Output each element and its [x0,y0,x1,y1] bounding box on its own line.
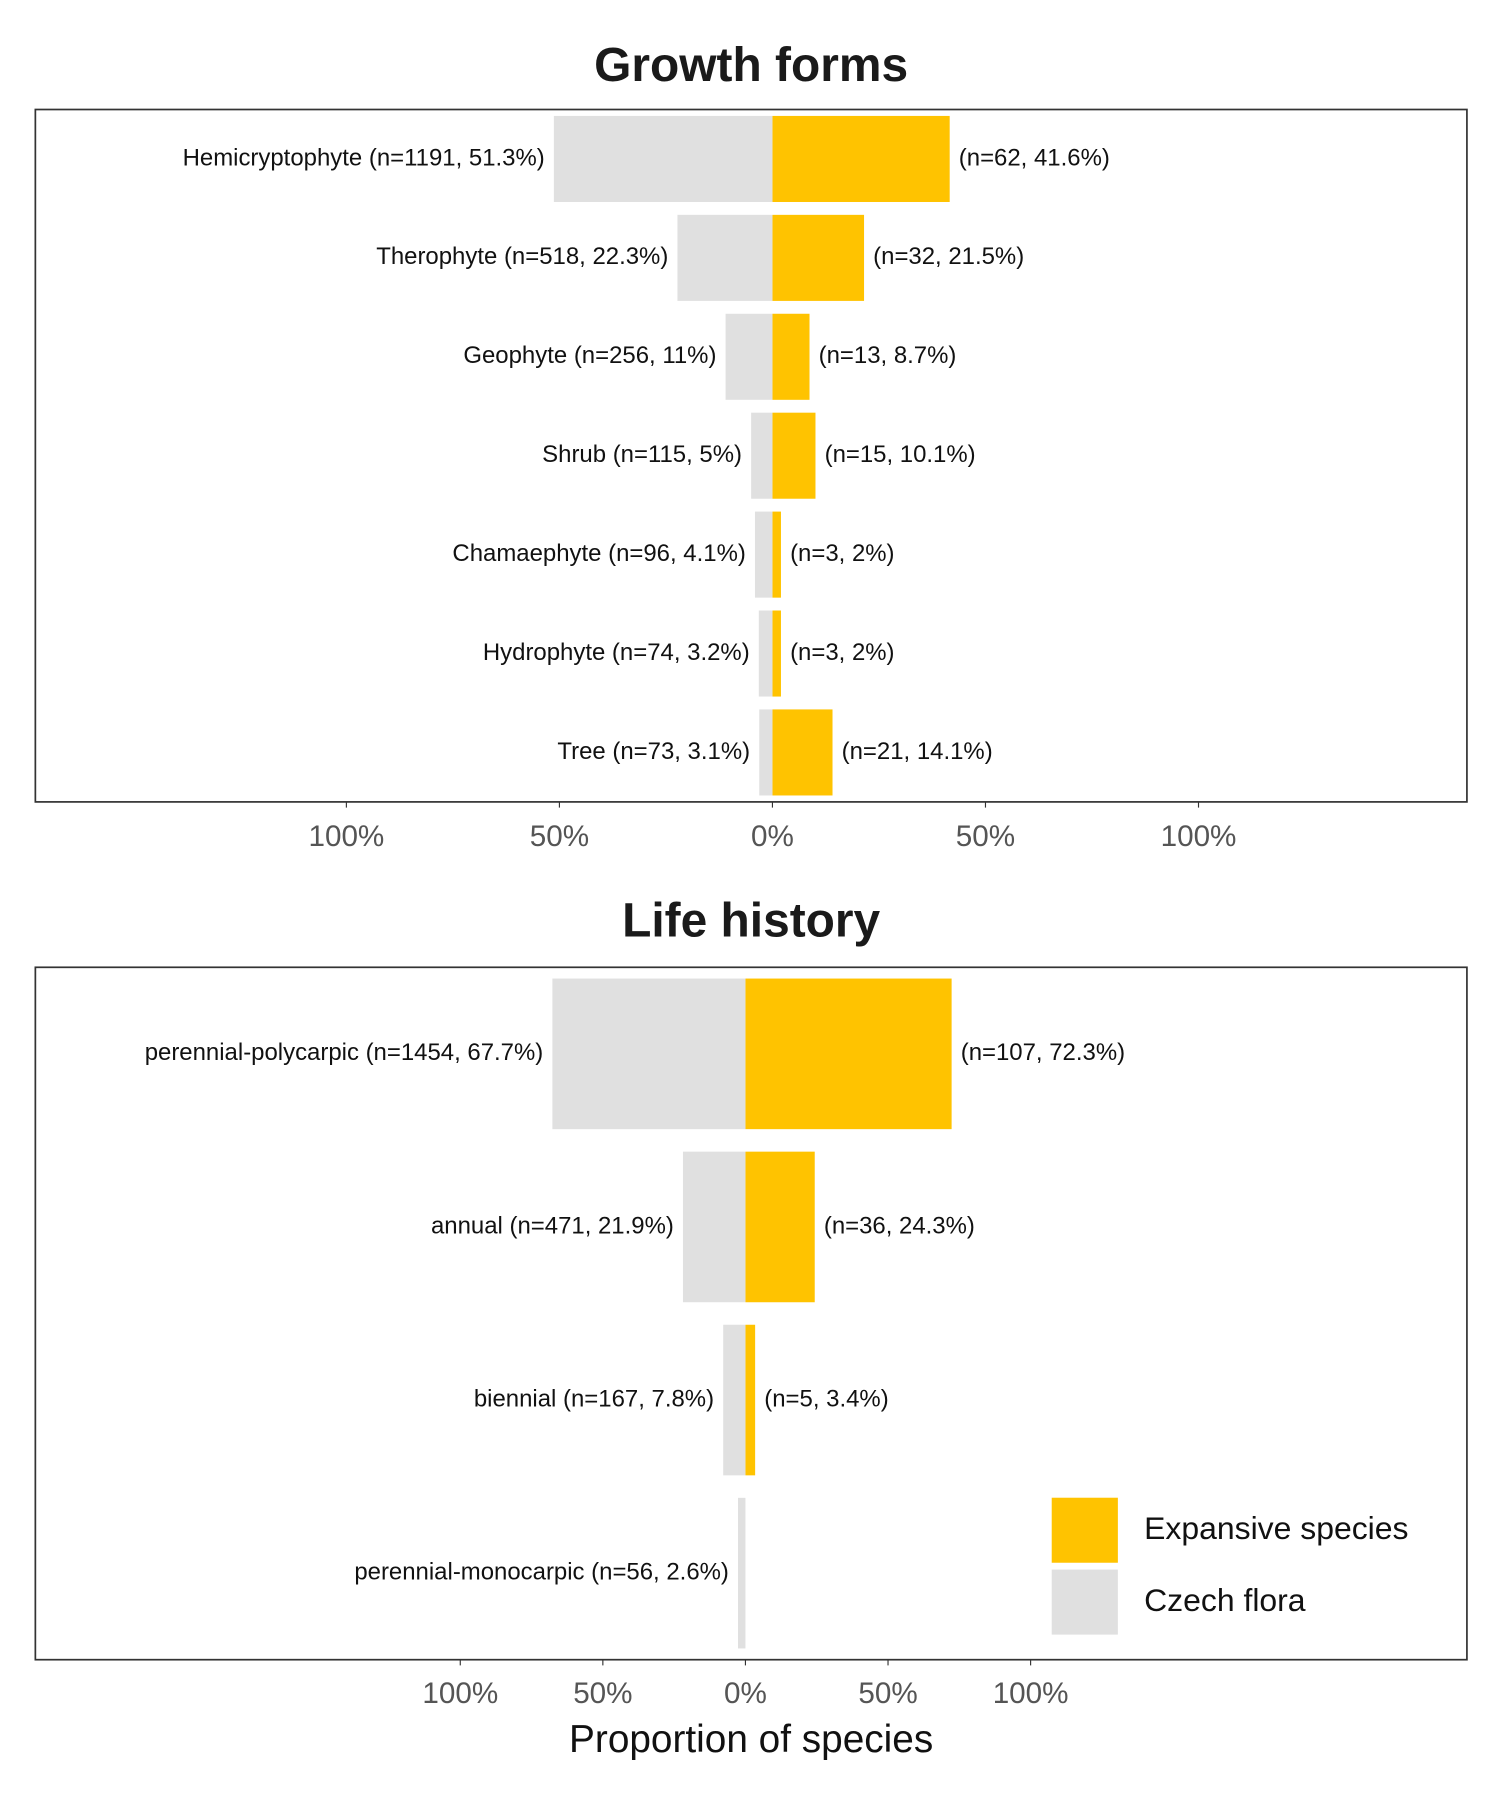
bar [738,1497,746,1649]
bar-label: Shrub (n=115, 5%) [542,441,742,468]
bar [677,214,773,301]
panel [34,108,1468,803]
bar [723,1324,746,1476]
bar-label: annual (n=471, 21.9%) [431,1212,674,1239]
bar-label: (n=3, 2%) [790,639,894,666]
bar-label: perennial-monocarpic (n=56, 2.6%) [354,1558,729,1585]
bar-label: (n=13, 8.7%) [819,342,957,369]
bar [745,1324,756,1476]
bar-label: (n=107, 72.3%) [961,1039,1125,1066]
bar-label: Geophyte (n=256, 11%) [463,342,716,369]
bar [745,1151,815,1303]
bar [772,214,865,301]
legend-label: Expansive species [1144,1510,1408,1546]
chart-title: Growth forms [594,39,908,92]
bar-label: Hydrophyte (n=74, 3.2%) [483,639,750,666]
bar-label: (n=62, 41.6%) [959,144,1110,171]
x-tick-label: 50% [530,820,589,853]
bar [772,511,781,598]
bar [758,610,773,697]
x-tick-label: 50% [573,1677,632,1710]
x-tick-label: 0% [751,820,794,853]
bar-label: perennial-polycarpic (n=1454, 67.7%) [145,1039,544,1066]
x-tick-label: 0% [724,1677,767,1710]
panel [34,966,1468,1661]
bar-label: (n=5, 3.4%) [764,1385,888,1412]
x-tick-label: 50% [858,1677,917,1710]
bar [553,115,773,202]
legend-label: Czech flora [1144,1582,1306,1618]
bar-label: (n=36, 24.3%) [824,1212,975,1239]
x-tick-label: 50% [956,820,1015,853]
bar [772,115,950,202]
bar [552,978,746,1130]
x-tick-label: 100% [308,820,384,853]
bar-label: (n=21, 14.1%) [842,738,993,765]
bar [759,709,773,796]
bar [751,412,773,499]
bar [725,313,773,400]
bar [745,978,952,1130]
bar [772,412,816,499]
x-tick-label: 100% [1161,820,1237,853]
bar-label: (n=15, 10.1%) [825,441,976,468]
bar-label: Therophyte (n=518, 22.3%) [376,243,668,270]
x-tick-label: 100% [993,1677,1069,1710]
chart-title: Life history [622,895,880,948]
bar [754,511,773,598]
bar [772,313,810,400]
legend-swatch [1051,1569,1118,1635]
bar [772,709,833,796]
legend-swatch [1051,1497,1118,1563]
bar [772,610,781,697]
bar-label: Hemicryptophyte (n=1191, 51.3%) [183,144,545,171]
bar-label: biennial (n=167, 7.8%) [474,1385,714,1412]
bar-label: Chamaephyte (n=96, 4.1%) [452,540,745,567]
bar-label: (n=3, 2%) [790,540,894,567]
x-tick-label: 100% [422,1677,498,1710]
x-axis-title: Proportion of species [569,1718,933,1761]
bar [682,1151,746,1303]
bar-label: (n=32, 21.5%) [873,243,1024,270]
bar-label: Tree (n=73, 3.1%) [557,738,750,765]
